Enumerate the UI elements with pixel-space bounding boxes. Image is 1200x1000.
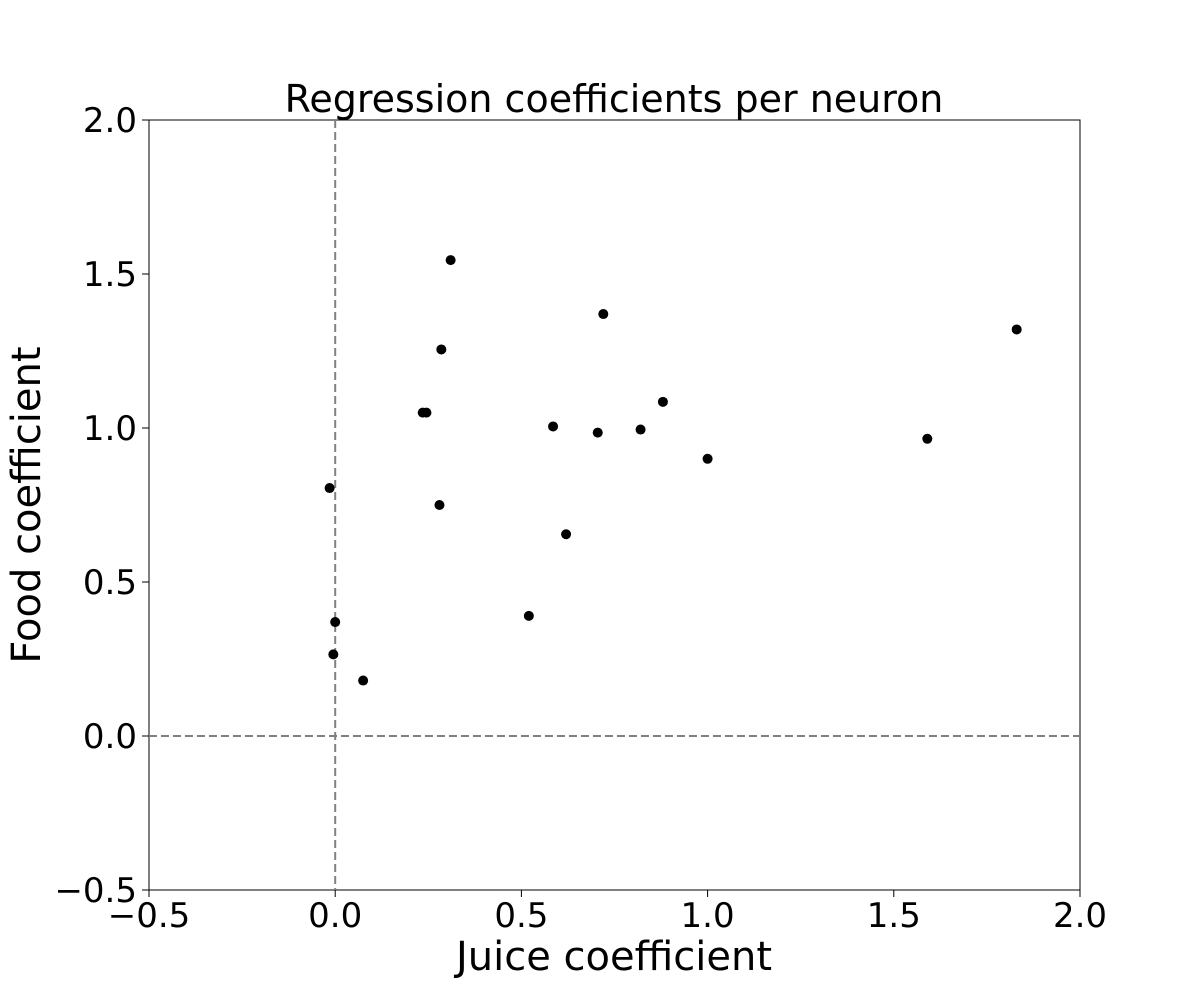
y-tick-label: 1.5 [83,255,137,295]
data-point [324,483,335,494]
x-axis-label: Juice coefficient [453,934,772,980]
data-point [635,424,646,435]
data-point [598,309,609,320]
y-tick-label: 0.0 [83,717,137,757]
data-point [592,427,603,438]
data-point [561,529,572,540]
data-points [324,255,1022,686]
x-tick-label: 1.0 [681,896,735,936]
x-tick-label: 1.5 [867,896,921,936]
data-point [330,617,341,628]
data-point [436,344,447,355]
y-tick-label: 0.5 [83,563,137,603]
axis-ticks: −0.5 0.0 0.5 1.0 1.5 2.0 −0.5 0.0 0.5 1.0 1.5 2.0 [54,101,1107,936]
y-tick-label: 2.0 [83,101,137,141]
y-tick-label: −0.5 [54,871,137,911]
data-point [548,421,559,432]
x-tick-label: −0.5 [108,896,191,936]
reference-lines [149,120,1080,890]
data-point [523,610,534,621]
chart-title: Regression coefficients per neuron [285,77,944,121]
x-tick-label: 2.0 [1053,896,1107,936]
plot-area [148,119,1081,891]
data-point [1011,324,1022,335]
y-axis-label: Food coefficient [4,346,50,663]
y-tick-label: 1.0 [83,409,137,449]
data-point [922,433,933,444]
data-point [421,407,432,418]
x-tick-label: 0.5 [494,896,548,936]
data-point [434,500,445,510]
data-point [657,396,668,407]
data-point [702,453,713,464]
data-point [358,675,369,686]
x-tick-label: 0.0 [308,896,362,936]
data-point [328,649,339,660]
data-point [445,255,456,266]
